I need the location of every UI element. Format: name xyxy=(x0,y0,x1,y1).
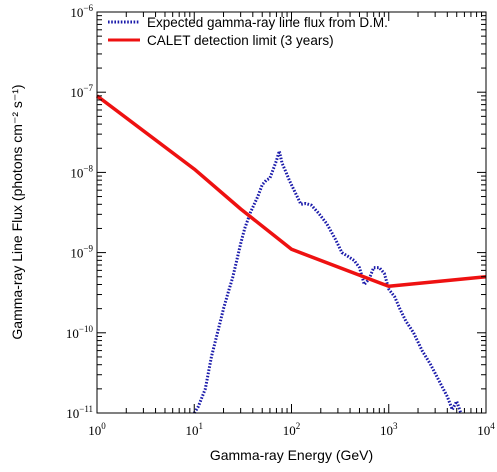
series-line-0 xyxy=(193,149,463,414)
y-tick-label: 10−7 xyxy=(70,83,93,100)
y-tick-label: 10−6 xyxy=(70,3,93,20)
series-line-1 xyxy=(95,94,487,289)
x-tick-label: 102 xyxy=(283,421,301,438)
legend-label-dm-flux: Expected gamma-ray line flux from D.M. xyxy=(147,15,388,30)
plot-frame xyxy=(96,11,487,414)
ticks xyxy=(96,11,487,414)
y-axis-label: Gamma-ray Line Flux (photons cm⁻² s⁻¹) xyxy=(9,84,25,339)
y-tick-label: 10−11 xyxy=(66,404,93,421)
x-tick-label: 100 xyxy=(88,421,106,438)
y-tick-label: 10−10 xyxy=(66,324,94,341)
legend-label-calet-limit: CALET detection limit (3 years) xyxy=(147,33,334,48)
curves xyxy=(95,94,487,414)
tick-labels: 100 101 102 103 104 10−11 10−10 10−9 10−8 10−7 10−… xyxy=(66,3,495,438)
y-tick-label: 10−9 xyxy=(70,244,93,261)
x-axis-label: Gamma-ray Energy (GeV) xyxy=(210,447,373,463)
legend: Expected gamma-ray line flux from D.M. C… xyxy=(108,15,388,48)
x-tick-label: 103 xyxy=(380,421,398,438)
x-tick-label: 101 xyxy=(186,421,204,438)
x-tick-label: 104 xyxy=(477,421,495,438)
y-tick-label: 10−8 xyxy=(70,163,93,180)
